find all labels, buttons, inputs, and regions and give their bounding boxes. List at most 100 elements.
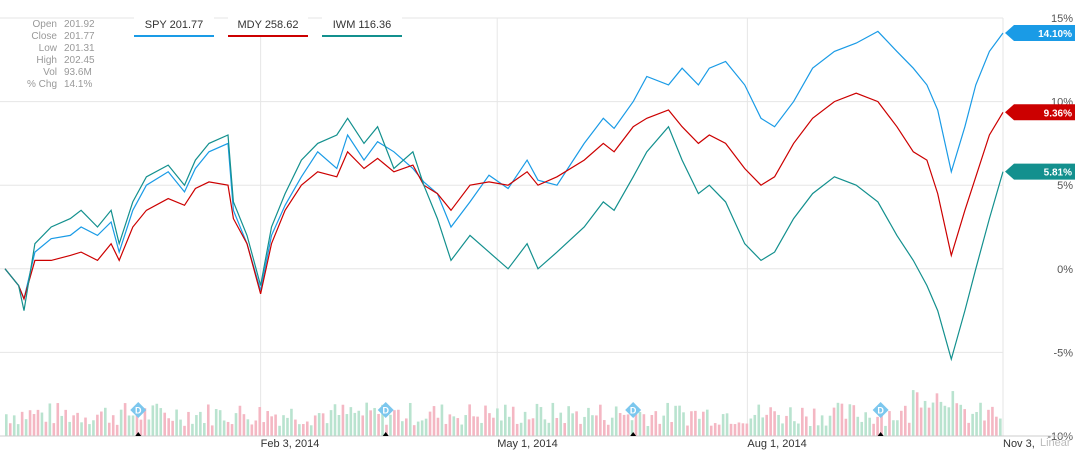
volume-bar bbox=[773, 411, 776, 436]
volume-bar bbox=[987, 409, 990, 436]
volume-bar bbox=[705, 409, 709, 436]
volume-bar bbox=[5, 414, 8, 436]
volume-bar bbox=[658, 423, 662, 436]
volume-bar bbox=[460, 424, 464, 436]
volume-bar bbox=[187, 411, 190, 436]
stat-label-open: Open bbox=[32, 19, 57, 30]
volume-bar bbox=[64, 409, 68, 436]
volume-bar bbox=[511, 406, 515, 436]
end-tag-label: 9.36% bbox=[1044, 108, 1072, 119]
volume-bar bbox=[579, 423, 582, 436]
volume-bar bbox=[393, 410, 396, 436]
volume-bar bbox=[282, 415, 285, 436]
volume-bar bbox=[571, 413, 574, 436]
volume-bar bbox=[349, 407, 353, 436]
volume-bar bbox=[971, 413, 974, 436]
volume-bar bbox=[551, 402, 555, 436]
legend-label-mdy: MDY 258.62 bbox=[237, 18, 299, 31]
volume-bar bbox=[420, 420, 424, 436]
volume-bar bbox=[903, 405, 907, 436]
y-tick-label: 5% bbox=[1057, 180, 1073, 192]
volume-bar bbox=[92, 420, 95, 436]
volume-bar bbox=[563, 423, 567, 436]
volume-bar bbox=[230, 424, 234, 436]
volume-bar bbox=[44, 421, 48, 436]
volume-bar bbox=[199, 411, 202, 436]
volume-bar bbox=[872, 423, 875, 436]
volume-bar bbox=[646, 425, 650, 436]
volume-bar bbox=[274, 414, 277, 436]
volume-bar bbox=[698, 418, 701, 436]
volume-bar bbox=[943, 405, 947, 436]
volume-bar bbox=[167, 418, 170, 436]
volume-bar bbox=[404, 418, 408, 436]
volume-bar bbox=[135, 415, 139, 436]
volume-bar bbox=[32, 414, 36, 436]
volume-bar bbox=[278, 425, 281, 436]
volume-bar bbox=[96, 414, 99, 436]
volume-bar bbox=[377, 413, 380, 436]
volume-bar bbox=[682, 412, 685, 436]
volume-bar bbox=[694, 410, 697, 436]
volume-bar bbox=[488, 413, 491, 436]
end-tag-shape bbox=[1005, 163, 1075, 180]
volume-bar bbox=[80, 422, 83, 436]
volume-bar bbox=[440, 404, 444, 436]
volume-bar bbox=[535, 403, 539, 436]
volume-bar bbox=[523, 411, 527, 436]
volume-bar bbox=[298, 424, 301, 436]
volume-bar bbox=[547, 422, 551, 436]
end-tag-iwm: 5.81% bbox=[1005, 163, 1075, 180]
volume-bar bbox=[214, 409, 218, 436]
volume-bar bbox=[266, 411, 269, 436]
volume-bar bbox=[749, 418, 753, 436]
dividend-icon[interactable]: D bbox=[872, 402, 889, 436]
volume-bar bbox=[947, 407, 951, 436]
legend-label-spy: SPY 201.77 bbox=[144, 18, 204, 31]
volume-bar bbox=[836, 402, 840, 436]
volume-bar bbox=[610, 417, 614, 436]
volume-bar bbox=[20, 411, 24, 436]
volume-bar bbox=[76, 412, 79, 436]
volume-bar bbox=[852, 405, 856, 436]
volume-bar bbox=[896, 420, 899, 436]
volume-bar bbox=[234, 413, 238, 436]
volume-bar bbox=[717, 424, 721, 436]
scale-label[interactable]: Linear bbox=[1040, 437, 1071, 449]
dividend-icon[interactable]: D bbox=[625, 402, 642, 436]
volume-bar bbox=[468, 404, 471, 436]
volume-bar bbox=[793, 421, 796, 436]
event-diamond bbox=[130, 402, 147, 418]
volume-bar bbox=[519, 422, 523, 436]
volume-bar bbox=[599, 404, 602, 436]
volume-bar bbox=[983, 420, 986, 436]
dividend-icon[interactable]: D bbox=[130, 402, 147, 436]
volume-bar bbox=[159, 408, 163, 436]
price-lines bbox=[4, 30, 1004, 362]
volume-bar bbox=[860, 421, 864, 436]
volume-bar bbox=[618, 413, 622, 436]
volume-bar bbox=[151, 405, 155, 436]
volume-bar bbox=[424, 418, 428, 436]
volume-bar bbox=[769, 407, 772, 436]
dividend-icon[interactable]: D bbox=[377, 402, 394, 436]
stat-row: % Chg 14.1% bbox=[8, 79, 95, 91]
legend-item-spy[interactable]: SPY 201.77 bbox=[134, 14, 214, 37]
volume-bar bbox=[313, 415, 317, 436]
x-tick-label: Feb 3, 2014 bbox=[261, 438, 320, 450]
legend-item-mdy[interactable]: MDY 258.62 bbox=[228, 14, 308, 37]
volume-bar bbox=[107, 422, 111, 436]
volume-bar bbox=[757, 404, 761, 436]
volume-bar bbox=[408, 402, 412, 436]
volume-bar bbox=[8, 423, 12, 436]
volume-bar bbox=[472, 416, 475, 436]
volume-bar bbox=[900, 410, 903, 436]
volume-bar bbox=[444, 423, 448, 436]
volume-bar bbox=[864, 412, 867, 436]
volume-bar bbox=[309, 425, 313, 436]
volume-bar bbox=[587, 407, 590, 436]
volume-bar bbox=[111, 415, 115, 436]
legend-item-iwm[interactable]: IWM 116.36 bbox=[322, 14, 402, 37]
volume-bar bbox=[777, 414, 780, 436]
